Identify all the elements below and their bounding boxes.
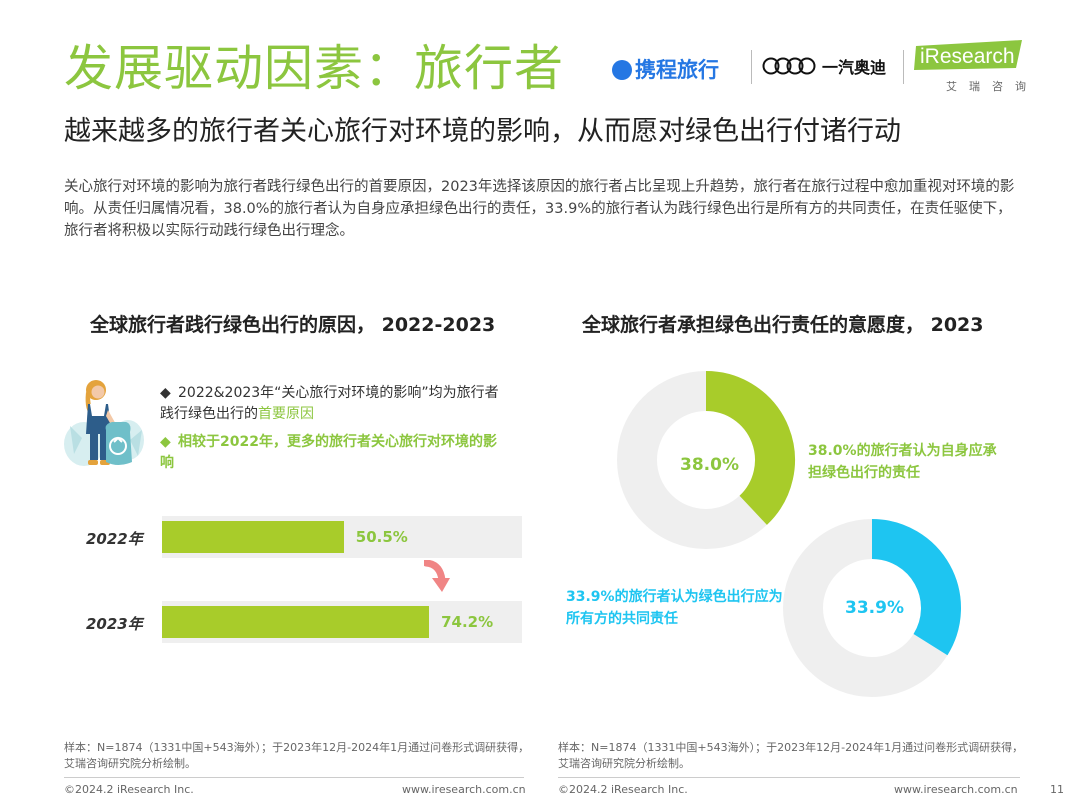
url-right: www.iresearch.com.cn	[894, 783, 1018, 796]
logo-divider	[903, 50, 904, 84]
faw-audi-logo: 一汽奥迪	[822, 58, 887, 77]
diamond-bullet-icon: ◆	[160, 385, 171, 401]
note-more-travelers-text: 相较于2022年，更多的旅行者关心旅行对环境的影响	[160, 434, 497, 471]
url-left: www.iresearch.com.cn	[402, 783, 526, 796]
bar-2023	[162, 606, 430, 638]
iresearch-logo-text: iResearch	[920, 45, 1015, 68]
footer-divider	[64, 777, 524, 778]
donut-callout-self: 38.0%的旅行者认为自身应承担绿色出行的责任	[808, 443, 997, 481]
donut-slice-self	[705, 371, 795, 525]
donut-value-label: 38.0%	[680, 455, 739, 475]
ctrip-logo-text: 携程旅行	[635, 58, 719, 82]
traveler-recycling-illustration	[64, 380, 144, 466]
note-highlight: 首要原因	[258, 406, 314, 422]
donut-shared-responsibility	[783, 519, 961, 697]
donut-chart-title: 全球旅行者承担绿色出行责任的意愿度， 2023	[582, 314, 984, 336]
donut-callout-shared: 33.9%的旅行者认为绿色出行应为所有方的共同责任	[566, 589, 783, 627]
bar-2022	[162, 521, 344, 553]
bar-value-label: 50.5%	[355, 528, 408, 546]
bar-category-label: 2023年	[86, 615, 143, 633]
donut-self-responsibility	[617, 371, 795, 549]
ctrip-logo: 携程旅行	[612, 54, 719, 84]
increase-arrow-icon	[424, 560, 450, 592]
page-number: 11	[1050, 783, 1064, 796]
page-subtitle: 越来越多的旅行者关心旅行对环境的影响，从而愿对绿色出行付诸行动	[64, 116, 901, 147]
bar-value-label: 74.2%	[441, 613, 494, 631]
page-title: 发展驱动因素：旅行者	[64, 40, 565, 97]
footnote-right: 样本：N=1874（1331中国+543海外）；于2023年12月-2024年1…	[558, 741, 1024, 770]
footnote-left: 样本：N=1874（1331中国+543海外）；于2023年12月-2024年1…	[64, 741, 530, 770]
note-primary-reason-text: 2022&2023年“关心旅行对环境的影响”均为旅行者践行绿色出行的	[160, 385, 499, 422]
summary-paragraph: 关心旅行对环境的影响为旅行者践行绿色出行的首要原因，2023年选择该原因的旅行者…	[64, 179, 1015, 239]
donut-slice-shared	[871, 519, 961, 656]
iresearch-cn-label: 艾瑞咨询	[946, 80, 1038, 93]
donut-value-label: 33.9%	[845, 598, 904, 618]
note-primary-reason: ◆ 2022&2023年“关心旅行对环境的影响”均为旅行者践行绿色出行的首要原因	[160, 383, 510, 425]
footer-divider	[558, 777, 1020, 778]
iresearch-logo: iResearch	[914, 40, 1022, 70]
note-more-travelers: ◆ 相较于2022年，更多的旅行者关心旅行对环境的影响	[160, 432, 510, 474]
bar-chart-title: 全球旅行者践行绿色出行的原因， 2022-2023	[90, 314, 496, 336]
logo-divider	[751, 50, 752, 84]
copyright-right: ©2024.2 iResearch Inc.	[558, 783, 688, 796]
diamond-bullet-icon: ◆	[160, 434, 171, 450]
bar-category-label: 2022年	[86, 530, 143, 548]
ctrip-glyph-icon	[612, 60, 632, 80]
audi-rings-icon	[762, 57, 816, 75]
copyright-left: ©2024.2 iResearch Inc.	[64, 783, 194, 796]
